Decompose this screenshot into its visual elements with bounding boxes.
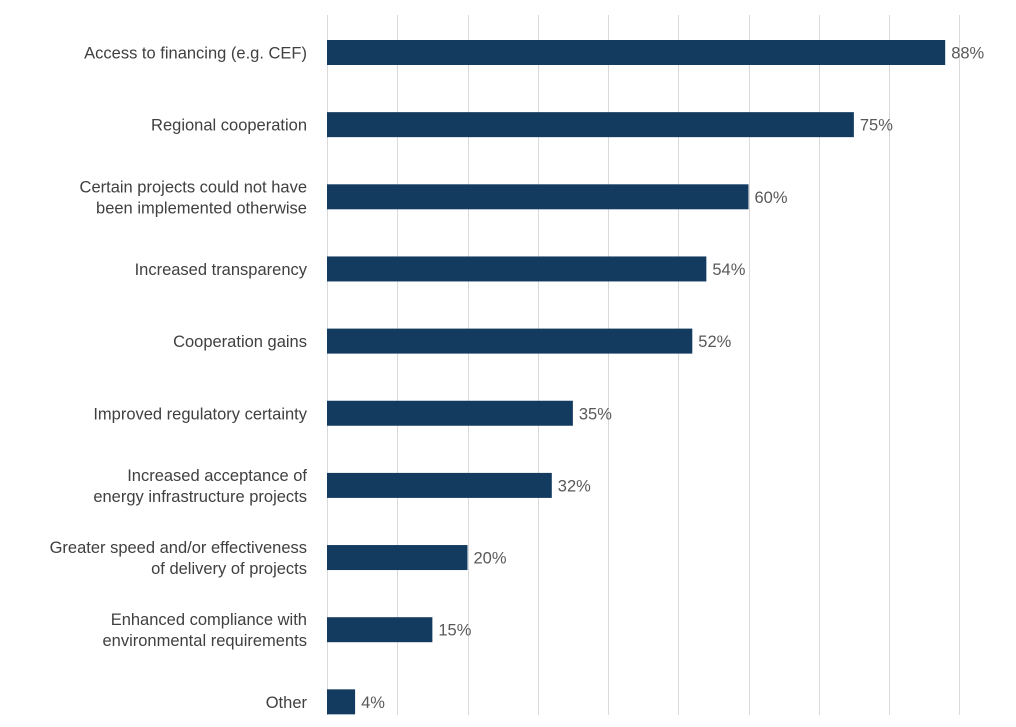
data-label: 15% [438, 622, 471, 640]
data-label: 52% [698, 333, 731, 351]
bar [327, 472, 552, 498]
category-label: Greater speed and/or effectiveness of del… [50, 539, 307, 578]
category-label: Other [266, 694, 308, 712]
category-label-line: Access to financing (e.g. CEF) [84, 45, 307, 63]
bars [327, 40, 946, 715]
category-label: Increased transparency [135, 261, 308, 279]
category-label-line: Certain projects could not have [80, 178, 307, 196]
category-label: Enhanced compliance with environmental re… [102, 611, 307, 650]
bar [327, 617, 433, 643]
category-label-line: energy infrastructure projects [93, 488, 307, 506]
category-label-line: Greater speed and/or effectiveness [50, 539, 307, 557]
category-label-line: Cooperation gains [173, 333, 307, 351]
category-label: Improved regulatory certainty [93, 405, 307, 423]
category-label-line: environmental requirements [102, 632, 307, 650]
category-label-line: Other [266, 694, 308, 712]
category-label-line: been implemented otherwise [96, 199, 307, 217]
bar [327, 400, 573, 426]
bar [327, 689, 356, 715]
data-label: 60% [755, 189, 788, 207]
data-label: 75% [860, 117, 893, 135]
bar [327, 256, 707, 282]
category-label-line: Improved regulatory certainty [93, 405, 307, 423]
data-label: 88% [951, 45, 984, 63]
category-label: Regional cooperation [151, 117, 307, 135]
category-label: Cooperation gains [173, 333, 307, 351]
data-label: 32% [558, 477, 591, 495]
data-label: 35% [579, 405, 612, 423]
category-label-line: of delivery of projects [151, 560, 307, 578]
bar [327, 112, 854, 138]
data-label: 54% [712, 261, 745, 279]
category-label-line: Increased transparency [135, 261, 308, 279]
bar [327, 545, 468, 571]
data-label: 20% [474, 550, 507, 568]
category-labels: Access to financing (e.g. CEF) Regional c… [50, 45, 308, 712]
data-label: 4% [361, 694, 385, 712]
category-label: Increased acceptance of energy infrastruc… [93, 467, 307, 506]
category-label-line: Regional cooperation [151, 117, 307, 135]
bar [327, 328, 693, 354]
data-labels: 88% 75% 60% 54% 52% 35% 32% 20% 15% 4% [361, 45, 984, 712]
bar [327, 184, 749, 210]
category-label: Access to financing (e.g. CEF) [84, 45, 307, 63]
category-label-line: Enhanced compliance with [111, 611, 307, 629]
category-label: Certain projects could not have been impl… [80, 178, 307, 217]
bar [327, 40, 946, 65]
category-label-line: Increased acceptance of [127, 467, 307, 485]
